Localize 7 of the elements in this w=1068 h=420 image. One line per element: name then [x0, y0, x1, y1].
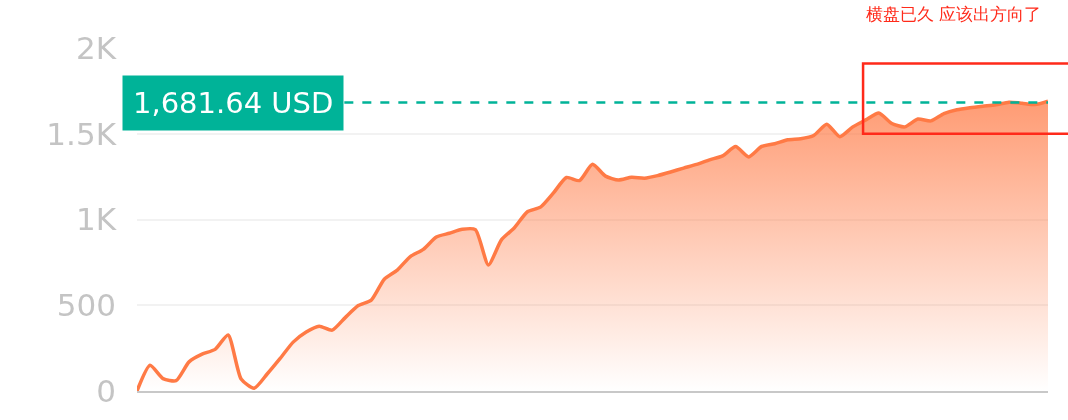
y-tick-label: 0 — [96, 372, 116, 409]
y-tick-label: 2K — [75, 29, 117, 66]
ref-line-label: 1,681.64 USD — [133, 86, 334, 120]
y-tick-label: 1K — [75, 201, 117, 238]
text: 横盘已久 应该出方向了 — [866, 4, 1042, 24]
y-tick-label: 1.5K — [46, 115, 117, 152]
y-tick-label: 500 — [56, 287, 116, 324]
